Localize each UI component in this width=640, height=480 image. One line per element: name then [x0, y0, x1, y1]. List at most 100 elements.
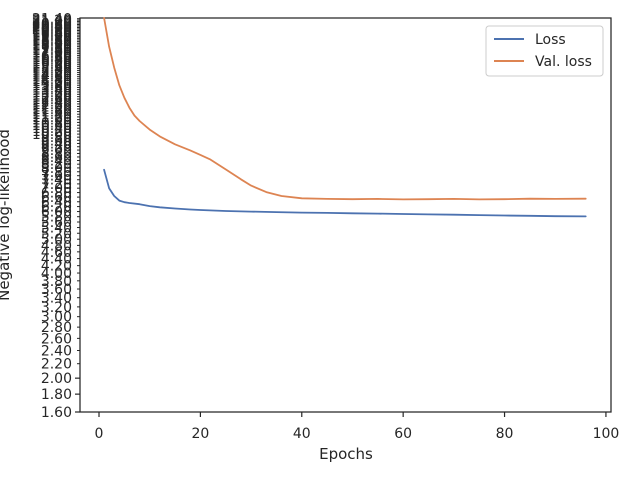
y-minor-tick-label: 8.80: [41, 146, 72, 162]
y-minor-tick-label: 6.00: [41, 205, 72, 221]
y-minor-tick-label: 7.00: [41, 181, 72, 197]
y-minor-tick-label: 12.80: [32, 90, 72, 106]
y-minor-tick-label: 9.00: [41, 143, 72, 159]
y-minor-tick-label: 9.40: [41, 136, 72, 152]
y-minor-tick-label: 10.00: [32, 127, 72, 143]
y-minor-tick-label: 13.40: [32, 83, 72, 99]
y-minor-tick-label: 16.40: [32, 52, 72, 68]
y-minor-tick-label: 18.60: [32, 33, 72, 49]
y-minor-tick-label: 3.00: [41, 310, 72, 326]
x-tick-label: 80: [496, 426, 514, 442]
y-minor-tick-label: 7.20: [41, 177, 72, 193]
y-minor-tick-label: 13.80: [32, 78, 72, 94]
y-minor-tick-label: 15.00: [32, 66, 72, 82]
y-minor-tick-label: 12.20: [32, 97, 72, 113]
y-tick-label: 1.80: [41, 387, 72, 403]
y-minor-tick-label: 7.60: [41, 169, 72, 185]
y-minor-tick-label: 15.60: [32, 60, 72, 76]
y-minor-tick-label: 11.60: [32, 105, 72, 121]
y-minor-tick-label: 2.60: [41, 331, 72, 347]
y-minor-tick-label: 15.80: [32, 58, 72, 74]
y-minor-tick-label: 2.40: [41, 344, 72, 360]
y-minor-tick-label: 6.60: [41, 190, 72, 206]
y-minor-tick-label: 11.00: [32, 113, 72, 129]
y-minor-tick-label: 14.20: [32, 74, 72, 90]
legend-loss-label: Loss: [535, 32, 566, 48]
y-minor-tick-label: 6.40: [41, 195, 72, 211]
y-minor-tick-label: 14.80: [32, 68, 72, 84]
y-minor-tick-label: 16.60: [32, 50, 72, 66]
x-tick-label: 40: [293, 426, 311, 442]
y-minor-tick-label: 19.60: [32, 25, 72, 41]
series-layer: [103, 17, 587, 218]
y-minor-tick-label: 4.40: [41, 252, 72, 268]
y-minor-tick-label: 21.20: [32, 13, 72, 29]
y-minor-tick-label: 19.80: [32, 23, 72, 39]
y-minor-tick-label: 7.40: [41, 173, 72, 189]
y-minor-tick-label: 19.20: [32, 28, 72, 44]
y-minor-tick-label: 17.00: [32, 47, 72, 63]
y-minor-tick-label: 10.20: [32, 124, 72, 140]
y-minor-tick-label: 19.40: [32, 27, 72, 43]
x-tick-label: 100: [593, 426, 620, 442]
y-minor-tick-label: 12.00: [32, 99, 72, 115]
y-minor-tick-label: 2.80: [41, 320, 72, 336]
x-axis-title: Epochs: [319, 445, 373, 463]
y-axis-title: Negative log-likelihood: [0, 129, 13, 301]
y-minor-tick-label: 18.00: [32, 38, 72, 54]
y-minor-tick-label: 5.00: [41, 232, 72, 248]
x-tick-label: 60: [394, 426, 412, 442]
plot-area: [79, 17, 612, 413]
y-minor-tick-label: 2.20: [41, 357, 72, 373]
y-minor-tick-label: 5.20: [41, 226, 72, 242]
y-minor-tick-label: 14.00: [32, 76, 72, 92]
y-minor-tick-label: 20.40: [32, 19, 72, 35]
y-minor-tick-label: 12.40: [32, 94, 72, 110]
y-minor-tick-label: 3.60: [41, 282, 72, 298]
x-axis: 0 20 40 60 80 100: [95, 412, 620, 442]
y-minor-tick-label: 13.20: [32, 85, 72, 101]
y-minor-tick-label: 4.20: [41, 259, 72, 275]
y-minor-tick-label: 6.20: [41, 200, 72, 216]
y-minor-tick-label: 17.60: [32, 41, 72, 57]
y-minor-tick-label: 5.60: [41, 215, 72, 231]
y-minor-tick-label: 9.20: [41, 140, 72, 156]
y-minor-tick-label: 7.80: [41, 165, 72, 181]
y-minor-tick-label: 14.60: [32, 70, 72, 86]
x-tick-label: 20: [191, 426, 209, 442]
y-minor-tick-label: 19.00: [32, 30, 72, 46]
y-minor-tick-label: 13.00: [32, 87, 72, 103]
y-minor-tick-label: 10.80: [32, 115, 72, 131]
y-minor-tick-label: 13.60: [32, 80, 72, 96]
y-minor-tick-label: 16.80: [32, 48, 72, 64]
y-minor-tick-label: 9.60: [41, 133, 72, 149]
y-minor-tick-label: 18.80: [32, 31, 72, 47]
y-minor-tick-label: 18.40: [32, 35, 72, 51]
plot-frame: [79, 17, 612, 413]
y-tick-label: 1.60: [41, 405, 72, 421]
y-minor-tick-label: 20.80: [32, 16, 72, 32]
y-minor-tick-label: 3.80: [41, 274, 72, 290]
y-minor-tick-label: 20.00: [32, 22, 72, 38]
y-minor-tick-label: 21.40: [32, 12, 72, 28]
y-minor-tick-label: 10.40: [32, 121, 72, 137]
y-minor-tick-label: 16.20: [32, 54, 72, 70]
y-minor-tick-label: 11.40: [32, 107, 72, 123]
legend-val-loss-label: Val. loss: [535, 54, 592, 70]
x-tick-label: 0: [95, 426, 104, 442]
y-minor-tick-label: 20.60: [32, 17, 72, 33]
y-minor-tick-label: 17.20: [32, 45, 72, 61]
series-line-val-loss: [103, 17, 587, 201]
y-minor-tick-label: 10.60: [32, 118, 72, 134]
y-minor-tick-label: 4.80: [41, 238, 72, 254]
legend: Loss Val. loss: [485, 25, 604, 77]
y-minor-tick-label: 8.40: [41, 154, 72, 170]
y-minor-tick-label: 4.00: [41, 266, 72, 282]
y-minor-tick-label: 16.00: [32, 56, 72, 72]
series-line-loss: [103, 168, 587, 218]
y-minor-tick-label: 11.20: [32, 110, 72, 126]
y-minor-tick-label: 20.20: [32, 20, 72, 36]
y-minor-tick-label: 8.20: [41, 157, 72, 173]
y-minor-tick-label: 21.00: [32, 15, 72, 31]
